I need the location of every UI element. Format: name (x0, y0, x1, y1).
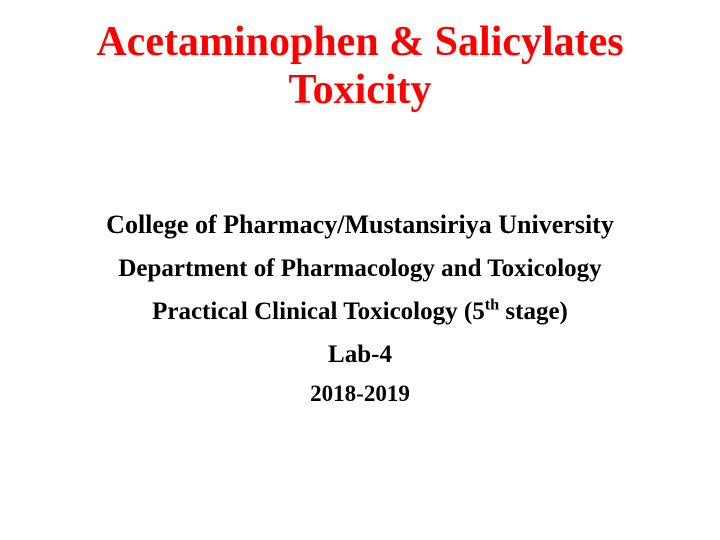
body-line-4: 2018-2019 (0, 381, 720, 407)
slide-title: Acetaminophen & Salicylates Toxicity (40, 18, 680, 115)
body-block: College of Pharmacy/Mustansiriya Univers… (0, 210, 720, 407)
body-line-1: Department of Pharmacology and Toxicolog… (0, 255, 720, 283)
body-line-0: College of Pharmacy/Mustansiriya Univers… (0, 210, 720, 240)
title-line-2: Toxicity (288, 67, 431, 113)
title-line-1: Acetaminophen & Salicylates (96, 19, 623, 65)
slide: Acetaminophen & Salicylates Toxicity Col… (0, 0, 720, 540)
body-line-2: Practical Clinical Toxicology (5th stage… (0, 298, 720, 326)
body-line-3: Lab-4 (0, 341, 720, 369)
